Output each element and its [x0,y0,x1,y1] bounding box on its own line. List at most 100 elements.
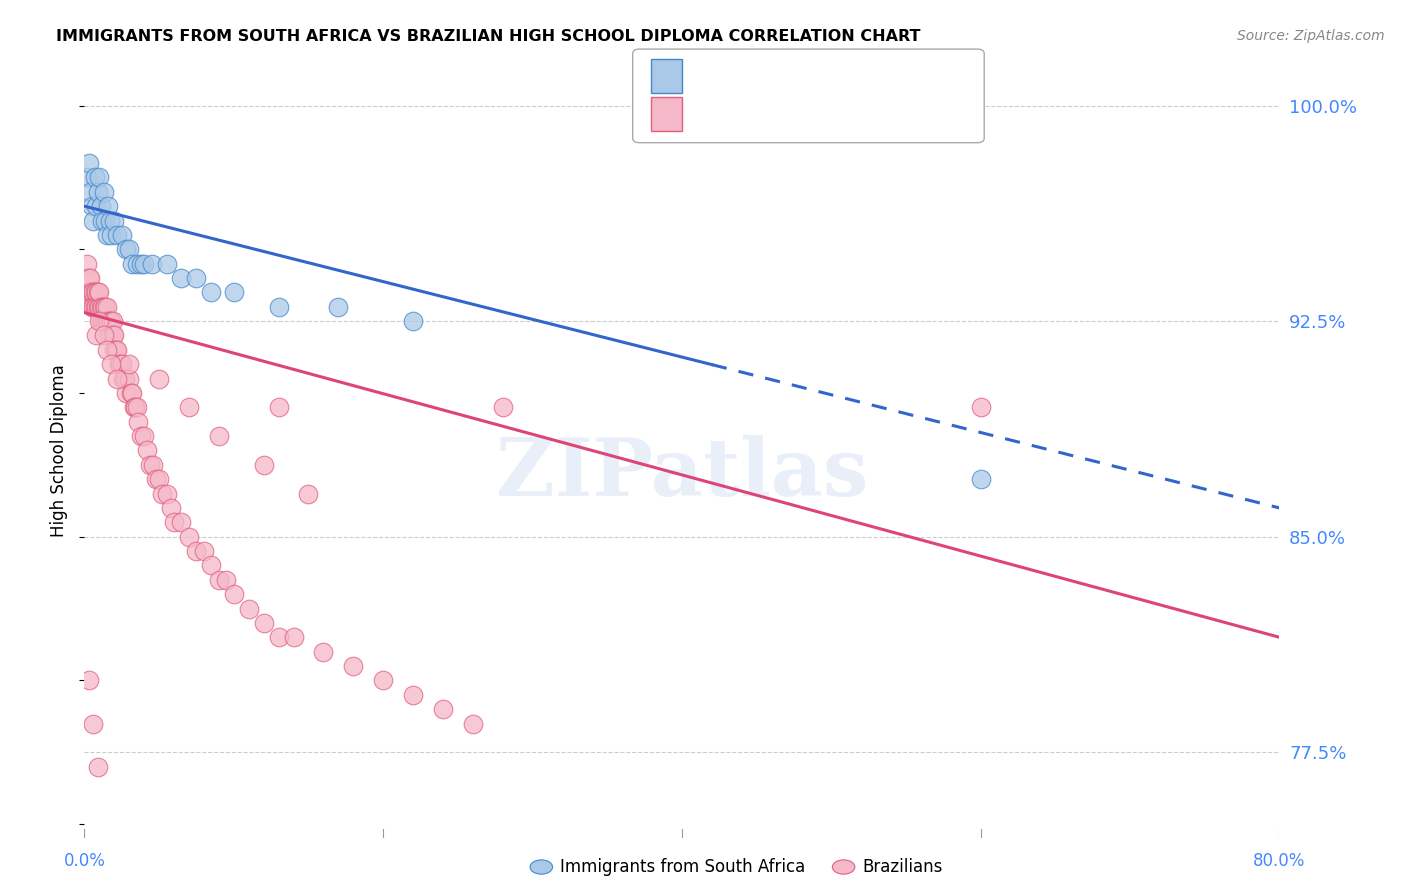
Point [90,300,112,314]
Point [267,630,290,644]
Point [177,530,200,544]
Point [402,314,425,328]
Point [93,300,115,314]
Point [105,371,128,385]
Point [82,716,104,731]
Point [89,170,111,185]
Point [115,242,138,256]
Text: Immigrants from South Africa: Immigrants from South Africa [560,858,804,876]
Point [118,357,141,371]
Point [77,673,100,688]
Point [124,401,146,415]
Text: -0.284: -0.284 [733,69,792,87]
Point [208,429,231,443]
Point [83,285,105,300]
Point [80,199,103,213]
Point [77,271,100,285]
Point [97,199,120,213]
Point [160,500,183,515]
Point [118,242,141,256]
Point [89,285,111,300]
Point [100,328,122,343]
Point [103,328,125,343]
Point [148,472,170,486]
Point [79,285,101,300]
Point [342,659,364,673]
Point [970,401,993,415]
Point [107,357,129,371]
Point [110,357,132,371]
Point [186,544,208,558]
Point [80,285,103,300]
Point [312,645,335,659]
Point [328,300,350,314]
Point [86,285,108,300]
Text: N =: N = [820,105,856,123]
Point [93,185,115,199]
Point [79,185,101,199]
Point [101,328,124,343]
Point [86,300,108,314]
Point [253,458,276,472]
Point [283,630,305,644]
Point [222,587,245,601]
Text: 98: 98 [859,105,882,123]
Point [118,371,141,385]
Point [267,401,290,415]
Point [208,573,231,587]
Point [177,401,200,415]
Point [121,386,143,401]
Point [402,688,425,702]
Text: ZIPatlas: ZIPatlas [496,434,868,513]
Text: N =: N = [820,69,856,87]
Point [96,314,118,328]
Point [80,300,103,314]
Point [82,285,104,300]
Point [222,285,245,300]
Point [132,257,156,271]
Point [297,486,319,500]
Point [101,314,124,328]
Point [82,213,104,227]
Point [111,357,134,371]
Point [103,213,125,227]
Point [253,615,276,630]
Point [94,300,117,314]
Point [89,300,111,314]
Point [115,386,138,401]
Point [170,516,193,530]
Text: 36: 36 [859,69,882,87]
Point [96,343,118,357]
Point [120,386,142,401]
Point [267,300,290,314]
Point [373,673,395,688]
Point [91,300,114,314]
Point [98,213,121,227]
Point [94,213,117,227]
Point [76,170,98,185]
Point [98,328,121,343]
Point [170,271,193,285]
Point [105,343,128,357]
Point [200,558,222,573]
Point [87,300,110,314]
Point [103,343,125,357]
Text: IMMIGRANTS FROM SOUTH AFRICA VS BRAZILIAN HIGH SCHOOL DIPLOMA CORRELATION CHART: IMMIGRANTS FROM SOUTH AFRICA VS BRAZILIA… [56,29,921,44]
Point [125,401,148,415]
Point [90,314,112,328]
Point [139,458,162,472]
Point [93,328,115,343]
Point [86,328,108,343]
Y-axis label: High School Diploma: High School Diploma [51,364,69,537]
Point [90,199,112,213]
Point [150,486,173,500]
Point [136,443,159,458]
Point [100,357,122,371]
Point [82,300,104,314]
Point [111,227,134,242]
Point [112,371,135,385]
Point [148,371,170,385]
Point [87,759,110,773]
Point [461,716,484,731]
Point [83,170,105,185]
